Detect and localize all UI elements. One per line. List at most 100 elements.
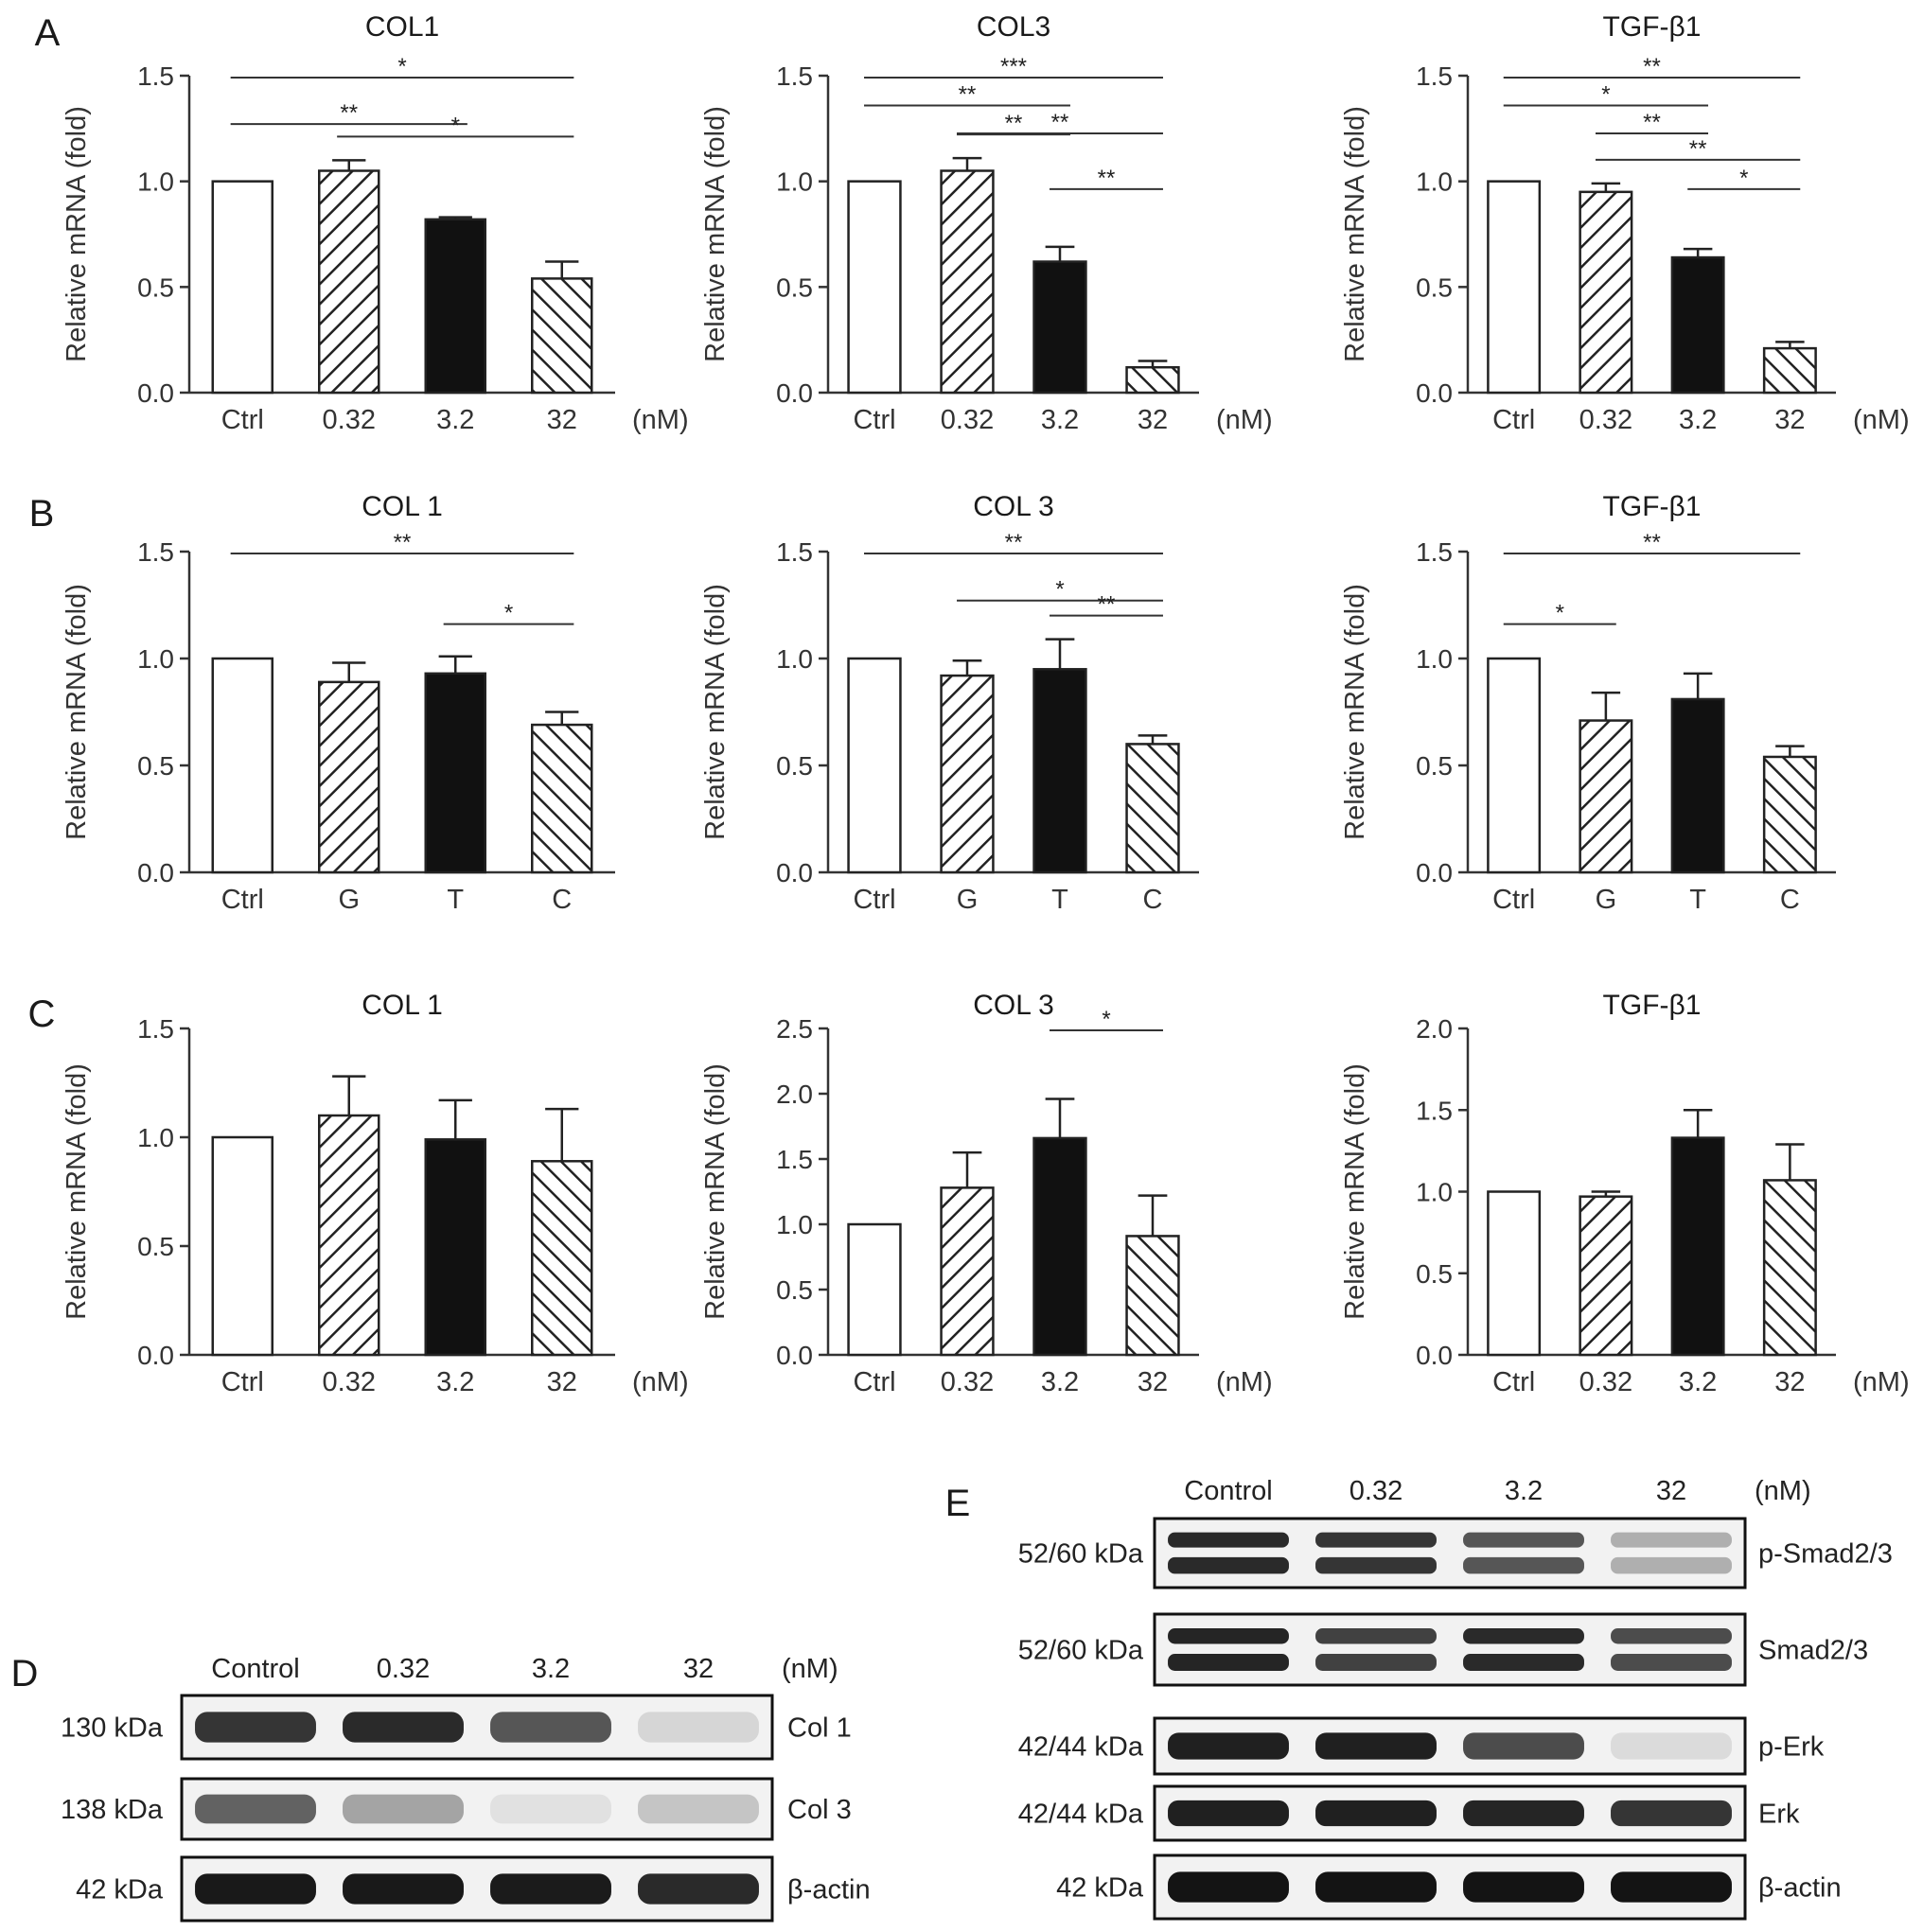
category-label: Ctrl <box>1492 405 1535 435</box>
x-unit-label: (nM) <box>1216 1367 1273 1397</box>
bar <box>940 169 995 395</box>
y-tick-label: 1.0 <box>1416 644 1453 674</box>
blot-band <box>1168 1732 1289 1760</box>
significance-stars: *** <box>1000 54 1027 79</box>
molecular-weight-label: 42/44 kDa <box>1018 1800 1144 1830</box>
blot-band <box>1611 1532 1732 1548</box>
category-label: 32 <box>547 1367 577 1397</box>
category-label: Ctrl <box>853 405 895 435</box>
bar <box>531 277 593 395</box>
lane-label: 3.2 <box>532 1654 570 1684</box>
blot-row: 42 kDa β-actin <box>76 1855 871 1923</box>
y-tick-label: 1.0 <box>137 644 174 674</box>
y-tick-label: 1.5 <box>1416 537 1453 567</box>
bar <box>1579 719 1633 874</box>
blot-band <box>638 1794 759 1824</box>
chart-title: COL 3 <box>973 990 1054 1021</box>
y-tick-label: 1.0 <box>776 644 813 674</box>
chart-title: COL 3 <box>973 491 1054 522</box>
blot-band <box>1463 1732 1584 1760</box>
blot-band <box>1463 1800 1584 1827</box>
molecular-weight-label: 130 kDa <box>61 1713 164 1744</box>
category-label: 32 <box>1138 405 1168 435</box>
significance-stars: * <box>1055 577 1064 603</box>
category-label: 0.32 <box>323 405 376 435</box>
bar <box>1487 657 1542 874</box>
bar <box>847 1222 902 1357</box>
y-tick-label: 0.0 <box>776 378 813 408</box>
panel-label-b: B <box>29 493 55 535</box>
bar <box>318 1114 380 1357</box>
y-tick-label: 1.5 <box>137 1014 174 1044</box>
y-tick-label: 0.5 <box>137 751 174 781</box>
blot-band <box>343 1712 464 1743</box>
chart-b-2: COL 3 0.0 0.5 1.0 1.5 Relative mRNA (fold) Ctr… <box>700 491 1199 915</box>
category-label: 3.2 <box>1041 1367 1079 1397</box>
blot-band <box>490 1794 611 1824</box>
lane-unit-label: (nM) <box>782 1654 838 1684</box>
y-tick-label: 0.5 <box>776 272 813 302</box>
category-label: Ctrl <box>1492 885 1535 915</box>
blot-band <box>343 1794 464 1824</box>
y-axis-label: Relative mRNA (fold) <box>62 106 92 362</box>
category-label: 32 <box>1138 1367 1168 1397</box>
bar <box>531 723 593 874</box>
western-blot-panel-d: D Control 0.32 3.2 32 (nM) 130 kDa Col 1 138 kDa… <box>11 1653 871 1923</box>
molecular-weight-label: 42/44 kDa <box>1018 1732 1144 1763</box>
chart-title: COL 1 <box>362 491 443 522</box>
blot-band <box>1315 1800 1437 1827</box>
bar <box>847 180 902 395</box>
chart-c-2: COL 3 0.0 0.5 1.0 1.5 2.0 2.5 Relative mRNA (fo… <box>700 990 1273 1397</box>
blot-row: 52/60 kDa Smad2/3 <box>1018 1612 1868 1687</box>
y-tick-label: 0.0 <box>1416 1341 1453 1370</box>
y-axis-label: Relative mRNA (fold) <box>62 584 92 840</box>
blot-band <box>638 1873 759 1905</box>
significance-stars: * <box>451 113 460 138</box>
bar <box>211 657 273 874</box>
blot-row: 42/44 kDa p-Erk <box>1018 1716 1825 1776</box>
y-axis-label: Relative mRNA (fold) <box>62 1063 92 1320</box>
significance-stars: ** <box>1098 166 1116 191</box>
category-label: 32 <box>1774 1367 1805 1397</box>
significance-stars: * <box>1102 1007 1110 1032</box>
bar <box>1032 260 1087 395</box>
y-tick-label: 1.0 <box>776 1210 813 1239</box>
significance-stars: ** <box>1643 110 1661 135</box>
y-tick-label: 1.0 <box>1416 1178 1453 1207</box>
category-label: 3.2 <box>436 1367 474 1397</box>
protein-label: Erk <box>1758 1800 1800 1830</box>
category-label: Ctrl <box>1492 1367 1535 1397</box>
blot-band <box>1168 1654 1289 1671</box>
y-tick-label: 1.0 <box>1416 167 1453 197</box>
blot-band <box>490 1873 611 1905</box>
panel-label-a: A <box>35 12 61 54</box>
significance-stars: * <box>1556 601 1564 626</box>
significance-stars: ** <box>1005 530 1023 555</box>
blot-band <box>1315 1654 1437 1671</box>
chart-title: TGF-β1 <box>1603 491 1702 522</box>
chart-b-1: COL 1 0.0 0.5 1.0 1.5 Relative mRNA (fold) Ctr… <box>62 491 615 915</box>
molecular-weight-label: 138 kDa <box>61 1795 164 1825</box>
panel-label-d: D <box>11 1653 39 1695</box>
bar <box>318 169 380 395</box>
x-unit-label: (nM) <box>1853 1367 1910 1397</box>
molecular-weight-label: 42 kDa <box>76 1875 164 1906</box>
y-axis-label: Relative mRNA (fold) <box>700 584 731 840</box>
y-tick-label: 0.5 <box>1416 751 1453 781</box>
y-tick-label: 0.0 <box>137 1341 174 1370</box>
category-label: 3.2 <box>1679 1367 1717 1397</box>
significance-stars: ** <box>1689 136 1707 162</box>
category-label: G <box>338 885 360 915</box>
blot-band <box>1611 1654 1732 1671</box>
bar <box>1579 1195 1633 1357</box>
protein-label: Col 3 <box>787 1795 852 1825</box>
y-tick-label: 0.0 <box>1416 858 1453 887</box>
bar <box>211 180 273 395</box>
y-tick-label: 0.0 <box>137 858 174 887</box>
category-label: 0.32 <box>323 1367 376 1397</box>
category-label: Ctrl <box>221 1367 264 1397</box>
blot-band <box>1168 1871 1289 1903</box>
significance-stars: ** <box>394 530 412 555</box>
bar <box>424 1138 486 1357</box>
blot-band <box>195 1794 316 1824</box>
